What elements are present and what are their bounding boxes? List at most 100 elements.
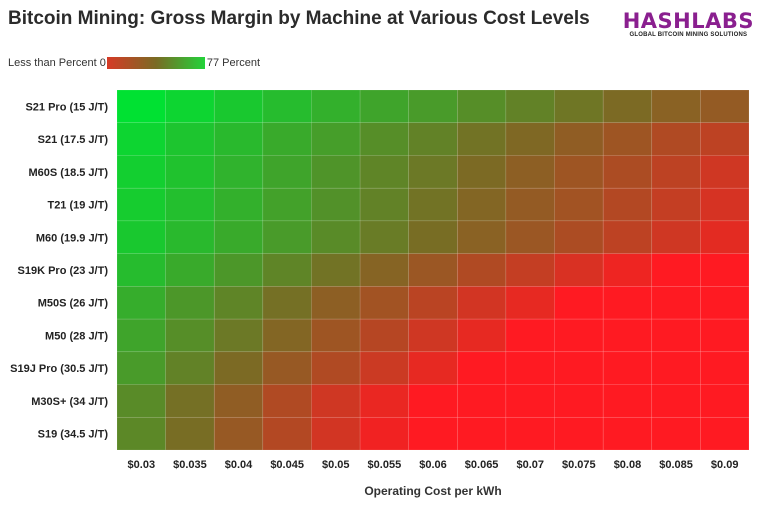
heatmap-cell	[700, 122, 750, 156]
heatmap-cell	[602, 220, 653, 254]
heatmap-cell	[554, 122, 604, 156]
y-tick-label: M30S+ (34 J/T)	[31, 396, 108, 408]
heatmap-cell	[359, 187, 409, 222]
heatmap-cell	[359, 155, 409, 189]
x-tick-label: $0.04	[225, 459, 253, 471]
y-tick-label: S21 (17.5 J/T)	[38, 134, 109, 146]
heatmap-chart: S21 Pro (15 J/T) S21 (17.5 J/T) M60S (18.5…	[10, 89, 750, 471]
heatmap-cell	[262, 89, 312, 124]
heatmap-cell	[408, 122, 458, 156]
heatmap-cell	[359, 286, 409, 320]
heatmap-cell	[554, 416, 604, 451]
heatmap-cell	[311, 122, 361, 156]
chart-title: Bitcoin Mining: Gross Margin by Machine …	[8, 8, 590, 29]
heatmap-cell	[602, 351, 653, 385]
x-tick-label: $0.085	[659, 459, 693, 471]
heatmap-cell	[651, 89, 701, 124]
heatmap-cell	[457, 253, 507, 287]
heatmap-cell	[457, 89, 507, 124]
heatmap-cell	[408, 286, 458, 320]
heatmap-cell	[311, 155, 361, 189]
heatmap-cell	[311, 253, 361, 287]
y-tick-label: S19K Pro (23 J/T)	[18, 265, 109, 277]
heatmap-cell	[359, 318, 409, 353]
x-tick-label: $0.09	[711, 459, 739, 471]
hashlabs-logo: HASHLABS GLOBAL BITCOIN MINING SOLUTIONS	[623, 10, 754, 38]
heatmap-cell	[311, 416, 361, 451]
heatmap-cell	[311, 89, 361, 124]
logo-tagline: GLOBAL BITCOIN MINING SOLUTIONS	[629, 32, 748, 38]
heatmap-cell	[311, 187, 361, 222]
heatmap-cell	[700, 89, 750, 124]
legend-gradient-bar	[106, 57, 205, 69]
heatmap-cell	[408, 351, 458, 385]
heatmap-cell	[602, 318, 653, 353]
heatmap-cell	[457, 318, 507, 353]
heatmap-cell	[359, 384, 409, 418]
heatmap-cell	[116, 384, 166, 418]
heatmap-cell	[408, 384, 458, 418]
heatmap-cell	[700, 253, 750, 287]
heatmap-cell	[457, 155, 507, 189]
heatmap-cell	[262, 220, 312, 254]
heatmap-cell	[554, 89, 604, 124]
heatmap-cell	[213, 384, 264, 418]
heatmap-cell	[457, 286, 507, 320]
heatmap-cell	[457, 351, 507, 385]
heatmap-cell	[505, 122, 555, 156]
heatmap-cell	[359, 122, 409, 156]
heatmap-cell	[213, 89, 264, 124]
heatmap-cell	[116, 187, 166, 222]
x-tick-label: $0.065	[465, 459, 499, 471]
heatmap-cell	[554, 220, 604, 254]
y-tick-label: M60S (18.5 J/T)	[29, 167, 109, 179]
y-tick-label: S19J Pro (30.5 J/T)	[10, 363, 108, 375]
heatmap-cell	[165, 253, 215, 287]
heatmap-cell	[651, 351, 701, 385]
heatmap-cell	[505, 155, 555, 189]
heatmap-cell	[116, 220, 166, 254]
heatmap-cell	[213, 286, 264, 320]
heatmap-cell	[554, 187, 604, 222]
heatmap-cell	[116, 155, 166, 189]
heatmap-cell	[213, 155, 264, 189]
y-tick-label: M60 (19.9 J/T)	[36, 232, 108, 244]
heatmap-cell	[602, 122, 653, 156]
heatmap-cell	[116, 253, 166, 287]
heatmap-cell	[116, 318, 166, 353]
x-tick-label: $0.07	[516, 459, 544, 471]
legend-max-label: 77 Percent	[206, 57, 261, 69]
heatmap-cell	[165, 351, 215, 385]
heatmap-cell	[651, 220, 701, 254]
heatmap-cell	[408, 155, 458, 189]
heatmap-cell	[359, 220, 409, 254]
heatmap-cell	[213, 416, 264, 451]
heatmap-cell	[505, 187, 555, 222]
heatmap-cell	[116, 351, 166, 385]
heatmap-cell	[554, 253, 604, 287]
heatmap-cell	[700, 318, 750, 353]
heatmap-cell	[651, 384, 701, 418]
heatmap-cell	[359, 351, 409, 385]
heatmap-cell	[311, 351, 361, 385]
heatmap-cell	[165, 155, 215, 189]
heatmap-cell	[262, 318, 312, 353]
heatmap-cell	[700, 351, 750, 385]
heatmap-cell	[554, 155, 604, 189]
heatmap-cell	[602, 384, 653, 418]
heatmap-cell	[554, 286, 604, 320]
heatmap-cell	[408, 318, 458, 353]
color-legend: Less than Percent 0 77 Percent	[8, 57, 260, 69]
heatmap-cell	[213, 220, 264, 254]
heatmap-cell	[262, 122, 312, 156]
heatmap-cell	[213, 351, 264, 385]
heatmap-cell	[408, 89, 458, 124]
heatmap-cell	[457, 122, 507, 156]
heatmap-cell	[408, 416, 458, 451]
heatmap-cell	[505, 89, 555, 124]
heatmap-cell	[165, 187, 215, 222]
heatmap-cell	[213, 253, 264, 287]
heatmap-cell	[505, 286, 555, 320]
x-tick-label: $0.05	[322, 459, 350, 471]
heatmap-cell	[165, 220, 215, 254]
